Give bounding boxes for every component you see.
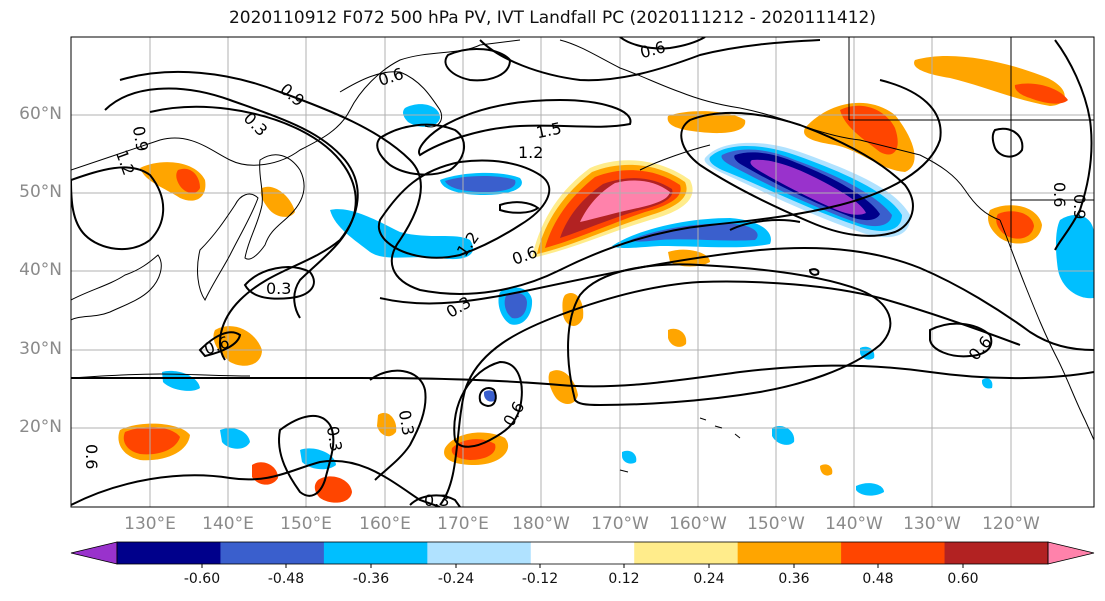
contour-label: 0.9: [1070, 194, 1089, 219]
lat-label: 30°N: [19, 339, 62, 359]
positive-anomaly-region: [176, 168, 200, 194]
contour-label: 0.9: [129, 125, 152, 153]
negative-anomaly-region: [484, 390, 497, 402]
positive-anomaly-region: [1014, 83, 1068, 104]
contour-labels: 0.6 0.9 0.3 1.2 1.5 1.2 0.9 0.3 0.6 1.2 …: [82, 37, 1089, 510]
lon-label: 170°W: [591, 514, 649, 534]
lat-label: 60°N: [19, 104, 62, 124]
positive-anomaly-region: [548, 370, 578, 405]
negative-anomaly-region: [1055, 215, 1094, 299]
lon-label: 140°W: [825, 514, 883, 534]
colorbar-tick-label: 0.48: [862, 571, 894, 587]
colorbar-tick-label: 0.36: [778, 571, 810, 587]
contour-label: 0.6: [638, 37, 668, 62]
positive-anomaly-region: [213, 326, 262, 366]
negative-anomaly-region: [856, 483, 884, 496]
contour-label: 0.6: [82, 444, 101, 469]
positive-anomaly-region: [668, 328, 687, 347]
lon-label: 140°E: [202, 514, 254, 534]
positive-anomaly-region: [820, 464, 833, 476]
colorbar-tick-label: 0.24: [693, 571, 725, 587]
lat-label: 20°N: [19, 417, 62, 437]
colorbar-tick-label: 0.60: [947, 571, 979, 587]
colorbar-tick-label: -0.60: [183, 571, 221, 587]
negative-anomaly-region: [162, 370, 200, 391]
lon-label: 170°E: [437, 514, 489, 534]
lon-label: 120°W: [982, 514, 1040, 534]
lon-label: 130°E: [124, 514, 176, 534]
contour-label: 0.3: [266, 279, 291, 298]
negative-anomaly-region: [772, 425, 795, 445]
positive-anomaly-region: [668, 249, 710, 267]
negative-anomaly-region: [220, 428, 250, 449]
lon-label: 130°W: [903, 514, 961, 534]
contour-label: 0.6: [1050, 182, 1069, 207]
contour-label: 0.3: [443, 292, 475, 321]
lat-label: 50°N: [19, 182, 62, 202]
positive-anomaly-region: [996, 211, 1034, 239]
graticule: [71, 37, 1094, 507]
colorbar-tick-label: 0.12: [608, 571, 640, 587]
contour-label: 0.9: [276, 79, 308, 110]
negative-anomaly-region: [300, 448, 336, 470]
negative-anomaly-region: [504, 292, 527, 319]
lon-label: 180°W: [512, 514, 570, 534]
positive-anomaly-region: [252, 462, 278, 485]
contour-label: 1.5: [534, 118, 563, 142]
lon-label: 150°W: [747, 514, 805, 534]
lon-label: 150°E: [280, 514, 332, 534]
colorbar-tick-label: -0.36: [352, 571, 390, 587]
positive-anomaly-region: [123, 427, 180, 455]
lon-label: 160°E: [359, 514, 411, 534]
negative-anomaly-region: [630, 223, 758, 242]
colorbar-tick-label: -0.48: [267, 571, 305, 587]
map-frame: [70, 36, 1095, 508]
negative-anomaly-region: [330, 209, 474, 260]
colorbar-tick-label: -0.12: [521, 571, 559, 587]
positive-anomaly-region: [667, 111, 746, 134]
negative-anomaly-region: [403, 104, 440, 127]
positive-anomaly-region: [377, 412, 397, 437]
positive-anomaly-region: [260, 186, 295, 217]
negative-anomaly-region: [622, 450, 637, 464]
negative-anomaly-region: [982, 378, 993, 389]
contour-label: 0.3: [424, 491, 449, 510]
contour-label: 0.6: [376, 64, 406, 90]
colorbar-tick-label: -0.24: [437, 571, 475, 587]
contour-label: 1.2: [518, 143, 543, 162]
negative-anomaly-region: [750, 159, 866, 215]
contour-label: 0.3: [395, 409, 418, 437]
coastlines: [71, 37, 1094, 473]
shading-layer: [118, 55, 1094, 503]
positive-anomaly-region: [580, 180, 670, 222]
lon-label: 160°W: [669, 514, 727, 534]
map-title: 2020110912 F072 500 hPa PV, IVT Landfall…: [228, 8, 876, 28]
contour-label: 0.3: [323, 425, 346, 453]
pv-contours: [71, 37, 1094, 507]
contour-label: 0.6: [499, 398, 528, 430]
lat-label: 40°N: [19, 260, 62, 280]
